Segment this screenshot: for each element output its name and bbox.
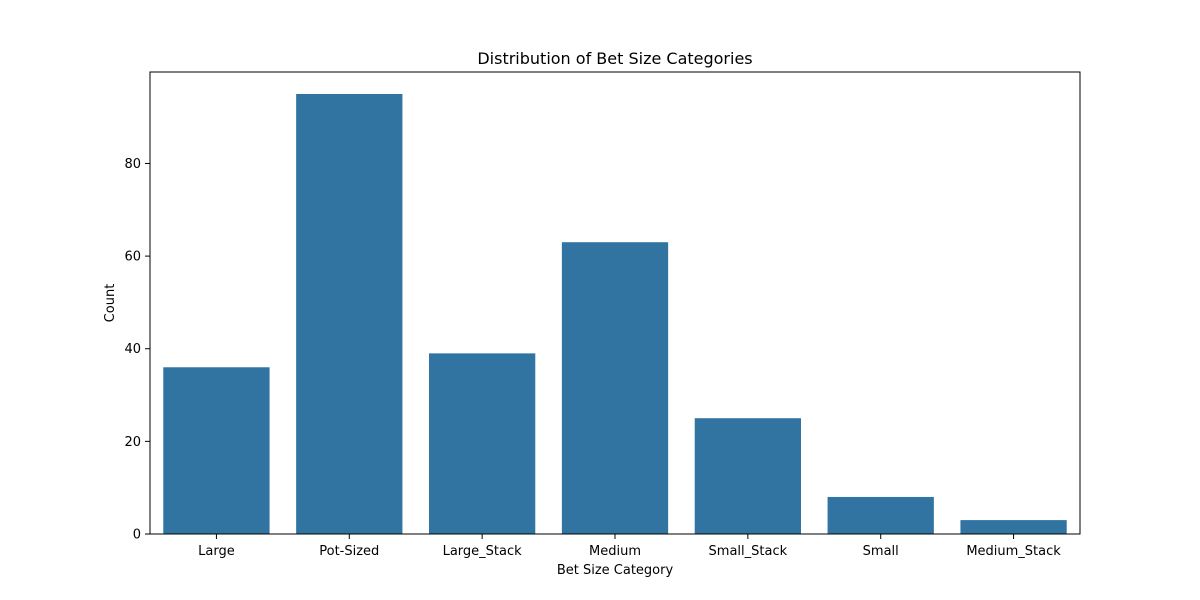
bar-small <box>827 496 934 534</box>
y-tick-label: 60 <box>124 250 141 265</box>
bar-pot-sized <box>296 94 403 534</box>
bar-medium-stack <box>960 520 1067 534</box>
bar-large <box>163 367 270 534</box>
y-tick-label: 0 <box>133 528 141 543</box>
x-axis: Large Pot-Sized Large_Stack Medium Small_Sta… <box>198 534 1061 559</box>
x-tick-label: Pot-Sized <box>319 544 379 559</box>
y-tick-label: 20 <box>124 435 141 450</box>
y-tick-label: 40 <box>124 342 141 357</box>
x-tick-label: Small_Stack <box>709 544 788 559</box>
x-tick-label: Medium_Stack <box>966 544 1061 559</box>
x-tick-label: Small <box>863 544 899 559</box>
x-axis-label: Bet Size Category <box>557 563 674 578</box>
y-tick-label: 80 <box>124 157 141 172</box>
x-tick-label: Medium <box>589 544 641 559</box>
y-axis-label: Count <box>103 284 118 323</box>
bar-large-stack <box>429 353 536 534</box>
x-tick-label: Large <box>198 544 235 559</box>
plot-frame <box>149 71 1081 535</box>
bar-medium <box>561 242 669 535</box>
chart-title: Distribution of Bet Size Categories <box>477 49 752 68</box>
y-axis: 0 20 40 60 80 <box>124 157 150 543</box>
bars-group <box>163 94 1067 535</box>
bar-small-stack <box>694 418 801 534</box>
x-tick-label: Large_Stack <box>443 544 523 559</box>
